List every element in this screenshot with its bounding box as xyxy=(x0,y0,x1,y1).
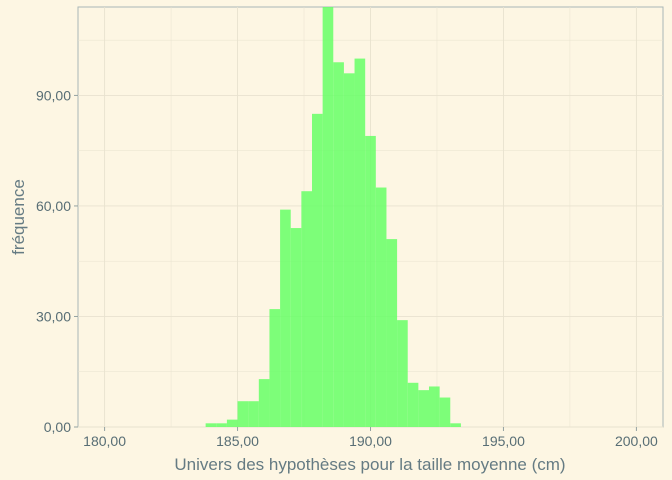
y-tick-label: 60,00 xyxy=(36,198,71,214)
histogram-bar xyxy=(365,135,376,427)
y-tick-label: 0,00 xyxy=(44,419,71,435)
y-axis-title: fréquence xyxy=(9,179,28,255)
y-tick-label: 90,00 xyxy=(36,87,71,103)
histogram-bar xyxy=(343,73,355,427)
histogram-bar xyxy=(280,209,291,427)
histogram-bar xyxy=(205,423,217,427)
histogram-bar xyxy=(429,386,440,427)
x-axis-ticks: 180,00 185,00 190,00 195,00 200,00 xyxy=(83,427,658,449)
histogram-bars xyxy=(205,7,461,428)
x-tick-label: 190,00 xyxy=(349,433,392,449)
histogram-bar xyxy=(290,228,302,427)
histogram-bar xyxy=(407,382,419,427)
histogram-bar xyxy=(418,390,429,427)
histogram-bar xyxy=(237,401,249,427)
histogram-bar xyxy=(269,309,281,427)
histogram-bar xyxy=(450,423,461,427)
x-axis-title: Univers des hypothèses pour la taille mo… xyxy=(174,455,565,474)
histogram-bar xyxy=(397,320,408,427)
x-tick-label: 180,00 xyxy=(83,433,126,449)
x-tick-label: 195,00 xyxy=(482,433,525,449)
x-tick-label: 185,00 xyxy=(216,433,259,449)
histogram-bar xyxy=(301,191,312,427)
histogram-bar xyxy=(258,379,270,427)
histogram-bar xyxy=(248,401,259,427)
histogram-bar xyxy=(322,7,334,427)
y-axis-ticks: 0,00 30,00 60,00 90,00 xyxy=(36,87,78,435)
histogram-bar xyxy=(312,113,323,427)
histogram-bar xyxy=(439,397,451,427)
y-tick-label: 30,00 xyxy=(36,308,71,324)
x-tick-label: 200,00 xyxy=(615,433,658,449)
histogram-bar xyxy=(375,187,387,427)
histogram-bar xyxy=(216,423,227,427)
histogram-bar xyxy=(386,239,398,427)
histogram-bar xyxy=(354,58,366,427)
histogram-bar xyxy=(226,419,238,427)
histogram-bar xyxy=(333,62,344,428)
